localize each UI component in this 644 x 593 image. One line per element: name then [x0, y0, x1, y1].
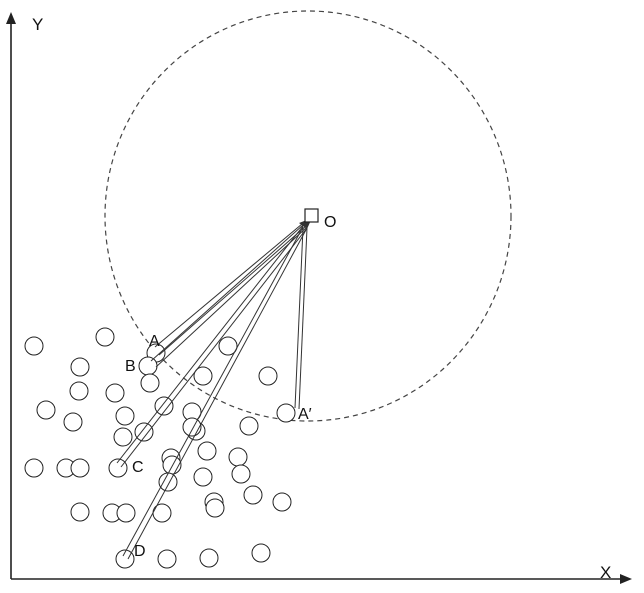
search-radius-circle [104, 10, 512, 422]
data-point-circle [157, 549, 177, 569]
ray-to-b-parallel [155, 226, 308, 368]
origin-label: O [324, 214, 336, 231]
point-d-label: D [134, 543, 146, 560]
point-a-label: A [149, 333, 160, 350]
ray-to-a [154, 223, 303, 348]
data-point-circle [36, 400, 56, 420]
data-point-circle [193, 366, 213, 386]
data-point-circle [152, 503, 172, 523]
data-point-circle [116, 503, 136, 523]
y-axis-label: Y [32, 15, 43, 34]
points-layer [24, 327, 296, 569]
data-point-circle [251, 543, 271, 563]
data-point-circle [70, 357, 90, 377]
data-point-circle [108, 458, 128, 478]
data-point-circle [258, 366, 278, 386]
data-point-circle [70, 458, 90, 478]
data-point-circle [113, 427, 133, 447]
data-point-circle [134, 422, 154, 442]
point-c-label: C [132, 459, 144, 476]
ray-to-a-parallel [158, 225, 307, 356]
axes: Y X [6, 12, 632, 584]
ray-to-a-prime [294, 227, 304, 409]
data-point-circle [228, 447, 248, 467]
ray-to-d-parallel [127, 227, 308, 560]
rays [116, 218, 312, 560]
data-point-circle [70, 502, 90, 522]
data-point-circle [182, 417, 202, 437]
data-point-circle [231, 464, 251, 484]
data-point-circle [140, 373, 160, 393]
data-point-circle [193, 467, 213, 487]
data-point-circle [239, 416, 259, 436]
data-point-circle [158, 472, 178, 492]
origin-square [304, 208, 319, 223]
data-point-circle [276, 403, 296, 423]
data-point-circle [69, 381, 89, 401]
ray-to-c [116, 225, 304, 464]
data-point-circle [95, 327, 115, 347]
data-point-circle [243, 485, 263, 505]
point-b-label: B [125, 358, 136, 375]
y-axis-arrow-icon [6, 12, 16, 24]
ray-to-c-parallel [120, 227, 308, 468]
data-point-circle [115, 406, 135, 426]
ray-to-d [122, 226, 304, 557]
data-point-circle [24, 336, 44, 356]
data-point-circle [138, 356, 158, 376]
x-axis-arrow-icon [620, 574, 632, 584]
data-point-circle [205, 498, 225, 518]
point-a-prime-label: A′ [298, 406, 312, 423]
data-point-circle [154, 396, 174, 416]
data-point-circle [272, 492, 292, 512]
ray-to-b [150, 224, 304, 362]
data-point-circle [199, 548, 219, 568]
data-point-circle [197, 441, 217, 461]
ray-to-a-prime-parallel [298, 227, 308, 410]
data-point-circle [105, 383, 125, 403]
data-point-circle [218, 336, 238, 356]
data-point-circle [24, 458, 44, 478]
data-point-circle [115, 549, 135, 569]
data-point-circle [63, 412, 83, 432]
x-axis-label: X [600, 563, 611, 582]
